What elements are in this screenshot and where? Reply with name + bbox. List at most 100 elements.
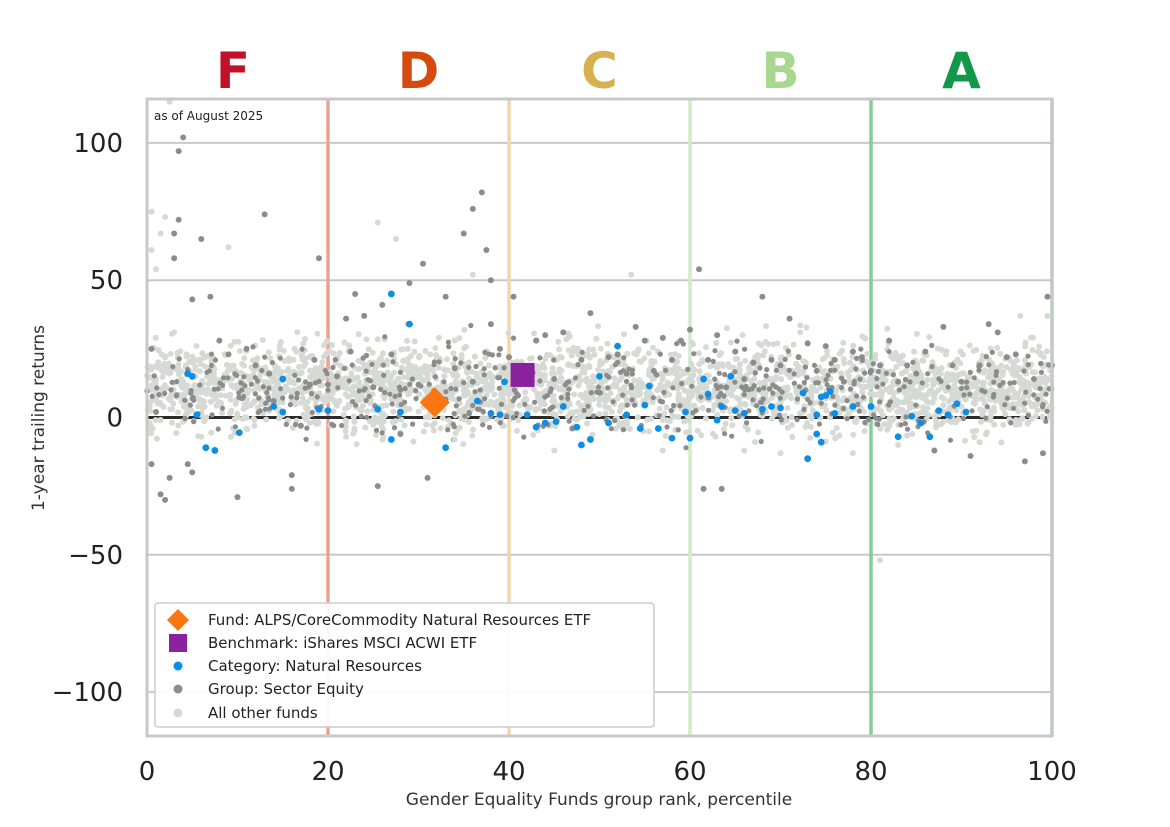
other-fund-point — [1025, 419, 1032, 426]
point-3-82 — [705, 356, 712, 363]
other-fund-point — [742, 357, 748, 364]
other-fund-point — [972, 396, 979, 403]
group-fund-point — [579, 349, 585, 355]
legend-marker-fund — [167, 609, 189, 631]
other-fund-point — [723, 398, 730, 405]
other-fund-point — [591, 377, 597, 384]
group-fund-point — [629, 367, 636, 373]
group-fund-point — [407, 381, 413, 387]
group-fund-point — [341, 365, 347, 371]
other-fund-point — [514, 427, 520, 434]
other-fund-point — [240, 405, 247, 412]
group-fund-point — [691, 351, 697, 357]
other-fund-point — [726, 364, 733, 370]
point-3-31 — [325, 381, 331, 388]
other-fund-point — [1003, 364, 1010, 371]
group-fund-point — [671, 402, 677, 409]
point-2-54 — [822, 392, 830, 399]
point-3-58 — [510, 293, 517, 300]
other-fund-point — [384, 357, 391, 364]
group-fund-point — [854, 355, 860, 361]
other-fund-point — [1022, 343, 1029, 350]
other-fund-point — [1034, 348, 1041, 355]
other-fund-point — [400, 374, 407, 380]
other-fund-point — [404, 345, 411, 352]
x-tick-40: 40 — [492, 757, 525, 787]
group-fund-point — [1038, 369, 1044, 375]
point-3-116 — [1012, 351, 1019, 358]
other-fund-point — [189, 353, 196, 360]
other-fund-point — [597, 345, 604, 352]
group-fund-point — [288, 394, 294, 400]
other-fund-point — [477, 360, 484, 367]
group-fund-point — [1007, 380, 1013, 386]
group-fund-point — [675, 427, 681, 433]
other-fund-point — [998, 439, 1005, 446]
tick-labels: 0 20 40 60 80 100 100 50 0 −50 −100 — [52, 129, 1077, 787]
point-2-58 — [831, 409, 839, 417]
other-fund-point — [656, 405, 663, 412]
other-fund-point — [227, 363, 234, 369]
group-fund-point — [929, 363, 935, 370]
group-fund-point — [801, 379, 808, 386]
point-2-5 — [235, 429, 243, 437]
other-fund-point — [452, 430, 459, 437]
group-fund-point — [785, 348, 791, 354]
other-fund-point — [892, 401, 899, 408]
group-fund-point — [510, 335, 517, 341]
other-fund-point — [353, 397, 360, 404]
other-fund-point — [973, 346, 980, 353]
group-fund-point — [466, 411, 472, 417]
other-fund-point — [790, 341, 797, 348]
other-fund-point — [460, 441, 467, 448]
other-fund-point — [736, 361, 743, 368]
group-fund-point — [741, 391, 747, 398]
group-fund-point — [432, 374, 438, 380]
group-fund-point — [1008, 420, 1014, 426]
group-fund-point — [547, 388, 554, 395]
other-fund-point — [788, 414, 795, 421]
other-fund-point — [420, 428, 427, 435]
point-3-56 — [496, 345, 503, 352]
group-fund-point — [496, 352, 502, 358]
other-fund-point — [609, 408, 615, 415]
other-fund-point — [819, 356, 826, 363]
other-fund-point — [411, 338, 418, 345]
other-fund-point — [465, 359, 472, 366]
point-3-21 — [252, 362, 259, 369]
group-fund-point — [353, 402, 359, 408]
other-fund-point — [353, 383, 360, 389]
other-fund-point — [651, 358, 658, 365]
other-fund-point — [390, 380, 397, 387]
other-fund-point — [410, 438, 417, 445]
point-3-39 — [379, 301, 386, 308]
other-fund-point — [713, 340, 720, 347]
group-fund-point — [426, 381, 432, 387]
other-fund-point — [340, 411, 347, 418]
other-fund-point — [800, 358, 807, 364]
other-fund-point — [698, 432, 705, 439]
legend-marker-category — [173, 661, 183, 671]
other-fund-point — [881, 421, 888, 428]
group-fund-point — [389, 401, 395, 407]
other-fund-point — [932, 390, 939, 396]
point-4-6 — [225, 244, 232, 251]
group-fund-point — [304, 425, 310, 431]
other-fund-point — [304, 399, 311, 405]
other-fund-point — [549, 371, 556, 378]
group-fund-point — [1025, 412, 1031, 418]
fund-marker — [419, 387, 450, 418]
point-4-15 — [198, 433, 205, 440]
group-fund-point — [1022, 400, 1028, 406]
point-3-117 — [1021, 458, 1028, 465]
group-fund-point — [387, 391, 393, 397]
other-fund-point — [178, 392, 185, 399]
other-fund-point — [709, 407, 716, 414]
other-fund-point — [584, 420, 591, 427]
other-fund-point — [335, 398, 342, 405]
other-fund-point — [570, 347, 577, 354]
group-fund-point — [363, 397, 369, 404]
other-fund-point — [997, 350, 1004, 357]
point-2-43 — [718, 403, 726, 410]
